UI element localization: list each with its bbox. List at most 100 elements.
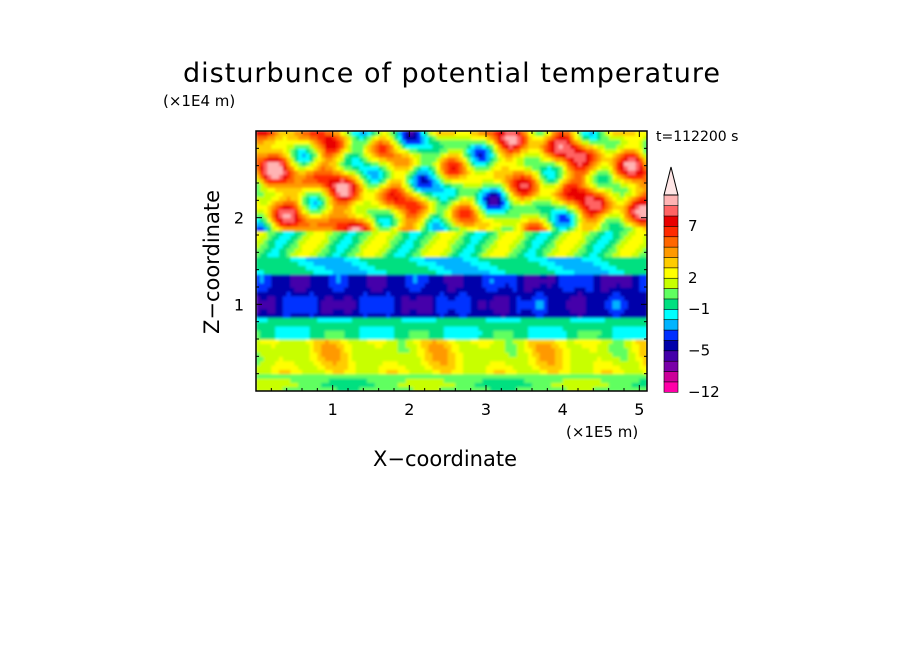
- heatmap-cell: [516, 321, 522, 327]
- heatmap-cell: [443, 278, 449, 284]
- heatmap-cell: [290, 365, 295, 370]
- heatmap-cell: [336, 152, 341, 158]
- heatmap-cell: [478, 369, 483, 375]
- heatmap-cell: [363, 187, 368, 193]
- heatmap-cell: [355, 373, 361, 379]
- heatmap-cell: [535, 382, 541, 388]
- heatmap-cell: [256, 222, 261, 227]
- heatmap-cell: [275, 326, 280, 331]
- heatmap-cell: [275, 152, 280, 158]
- heatmap-cell: [489, 287, 495, 292]
- heatmap-cell: [562, 248, 568, 253]
- heatmap-cell: [424, 139, 430, 145]
- heatmap-cell: [355, 278, 361, 284]
- heatmap-cell: [532, 317, 537, 323]
- heatmap-cell: [382, 235, 387, 240]
- heatmap-cell: [474, 170, 479, 175]
- heatmap-cell: [355, 256, 361, 262]
- heatmap-cell: [367, 135, 372, 141]
- heatmap-cell: [259, 187, 265, 193]
- heatmap-cell: [256, 373, 261, 379]
- heatmap-cell: [440, 174, 445, 180]
- heatmap-cell: [505, 213, 510, 219]
- heatmap-cell: [302, 282, 307, 288]
- heatmap-cell: [390, 287, 395, 292]
- heatmap-cell: [489, 239, 495, 245]
- heatmap-cell: [259, 330, 265, 336]
- heatmap-cell: [394, 343, 399, 349]
- heatmap-cell: [516, 152, 522, 158]
- heatmap-cell: [359, 157, 364, 162]
- heatmap-cell: [294, 313, 299, 318]
- heatmap-cell: [555, 204, 560, 210]
- heatmap-cell: [532, 157, 537, 162]
- heatmap-cell: [413, 256, 418, 262]
- heatmap-cell: [394, 373, 399, 379]
- heatmap-cell: [321, 213, 326, 219]
- heatmap-cell: [290, 144, 295, 149]
- heatmap-cell: [409, 321, 414, 327]
- heatmap-cell: [378, 321, 384, 327]
- heatmap-cell: [309, 235, 315, 240]
- heatmap-cell: [474, 235, 479, 240]
- heatmap-cell: [424, 131, 430, 136]
- heatmap-cell: [497, 373, 502, 379]
- heatmap-cell: [279, 278, 284, 284]
- heatmap-cell: [332, 148, 338, 154]
- heatmap-cell: [259, 165, 265, 171]
- heatmap-cell: [420, 165, 426, 171]
- heatmap-cell: [497, 152, 502, 158]
- heatmap-cell: [294, 269, 299, 275]
- heatmap-cell: [256, 161, 261, 167]
- heatmap-cell: [363, 261, 368, 266]
- heatmap-cell: [282, 222, 288, 227]
- heatmap-cell: [279, 295, 284, 301]
- heatmap-cell: [325, 339, 330, 344]
- heatmap-cell: [298, 356, 303, 362]
- heatmap-cell: [267, 252, 272, 258]
- heatmap-cell: [451, 304, 456, 310]
- heatmap-cell: [321, 278, 326, 284]
- heatmap-cell: [351, 274, 357, 279]
- heatmap-cell: [386, 139, 391, 145]
- heatmap-cell: [286, 291, 292, 297]
- heatmap-cell: [267, 282, 272, 288]
- heatmap-cell: [275, 131, 280, 136]
- heatmap-cell: [348, 183, 353, 188]
- heatmap-cell: [528, 278, 533, 284]
- heatmap-cell: [332, 360, 338, 366]
- heatmap-cell: [397, 243, 403, 249]
- heatmap-cell: [440, 352, 445, 357]
- heatmap-cell: [359, 356, 364, 362]
- heatmap-cell: [501, 369, 506, 375]
- heatmap-cell: [313, 282, 318, 288]
- heatmap-cell: [493, 278, 499, 284]
- heatmap-cell: [543, 330, 548, 336]
- heatmap-cell: [275, 360, 280, 366]
- heatmap-cell: [528, 222, 533, 227]
- heatmap-cell: [355, 226, 361, 232]
- heatmap-cell: [535, 300, 541, 305]
- heatmap-cell: [286, 373, 292, 379]
- heatmap-cell: [401, 196, 407, 201]
- heatmap-cell: [451, 321, 456, 327]
- heatmap-cell: [332, 235, 338, 240]
- heatmap-cell: [497, 196, 502, 201]
- heatmap-cell: [428, 230, 433, 236]
- heatmap-cell: [351, 213, 357, 219]
- heatmap-cell: [482, 326, 487, 331]
- heatmap-cell: [294, 378, 299, 383]
- heatmap-cell: [547, 386, 552, 391]
- heatmap-cell: [501, 378, 506, 383]
- heatmap-cell: [263, 135, 269, 141]
- heatmap-cell: [451, 152, 456, 158]
- heatmap-cell: [367, 222, 372, 227]
- heatmap-cell: [570, 313, 575, 318]
- heatmap-cell: [486, 148, 491, 154]
- heatmap-cell: [466, 339, 472, 344]
- heatmap-cell: [267, 295, 272, 301]
- heatmap-cell: [535, 386, 541, 391]
- heatmap-cell: [466, 170, 472, 175]
- heatmap-cell: [474, 165, 479, 171]
- heatmap-cell: [351, 369, 357, 375]
